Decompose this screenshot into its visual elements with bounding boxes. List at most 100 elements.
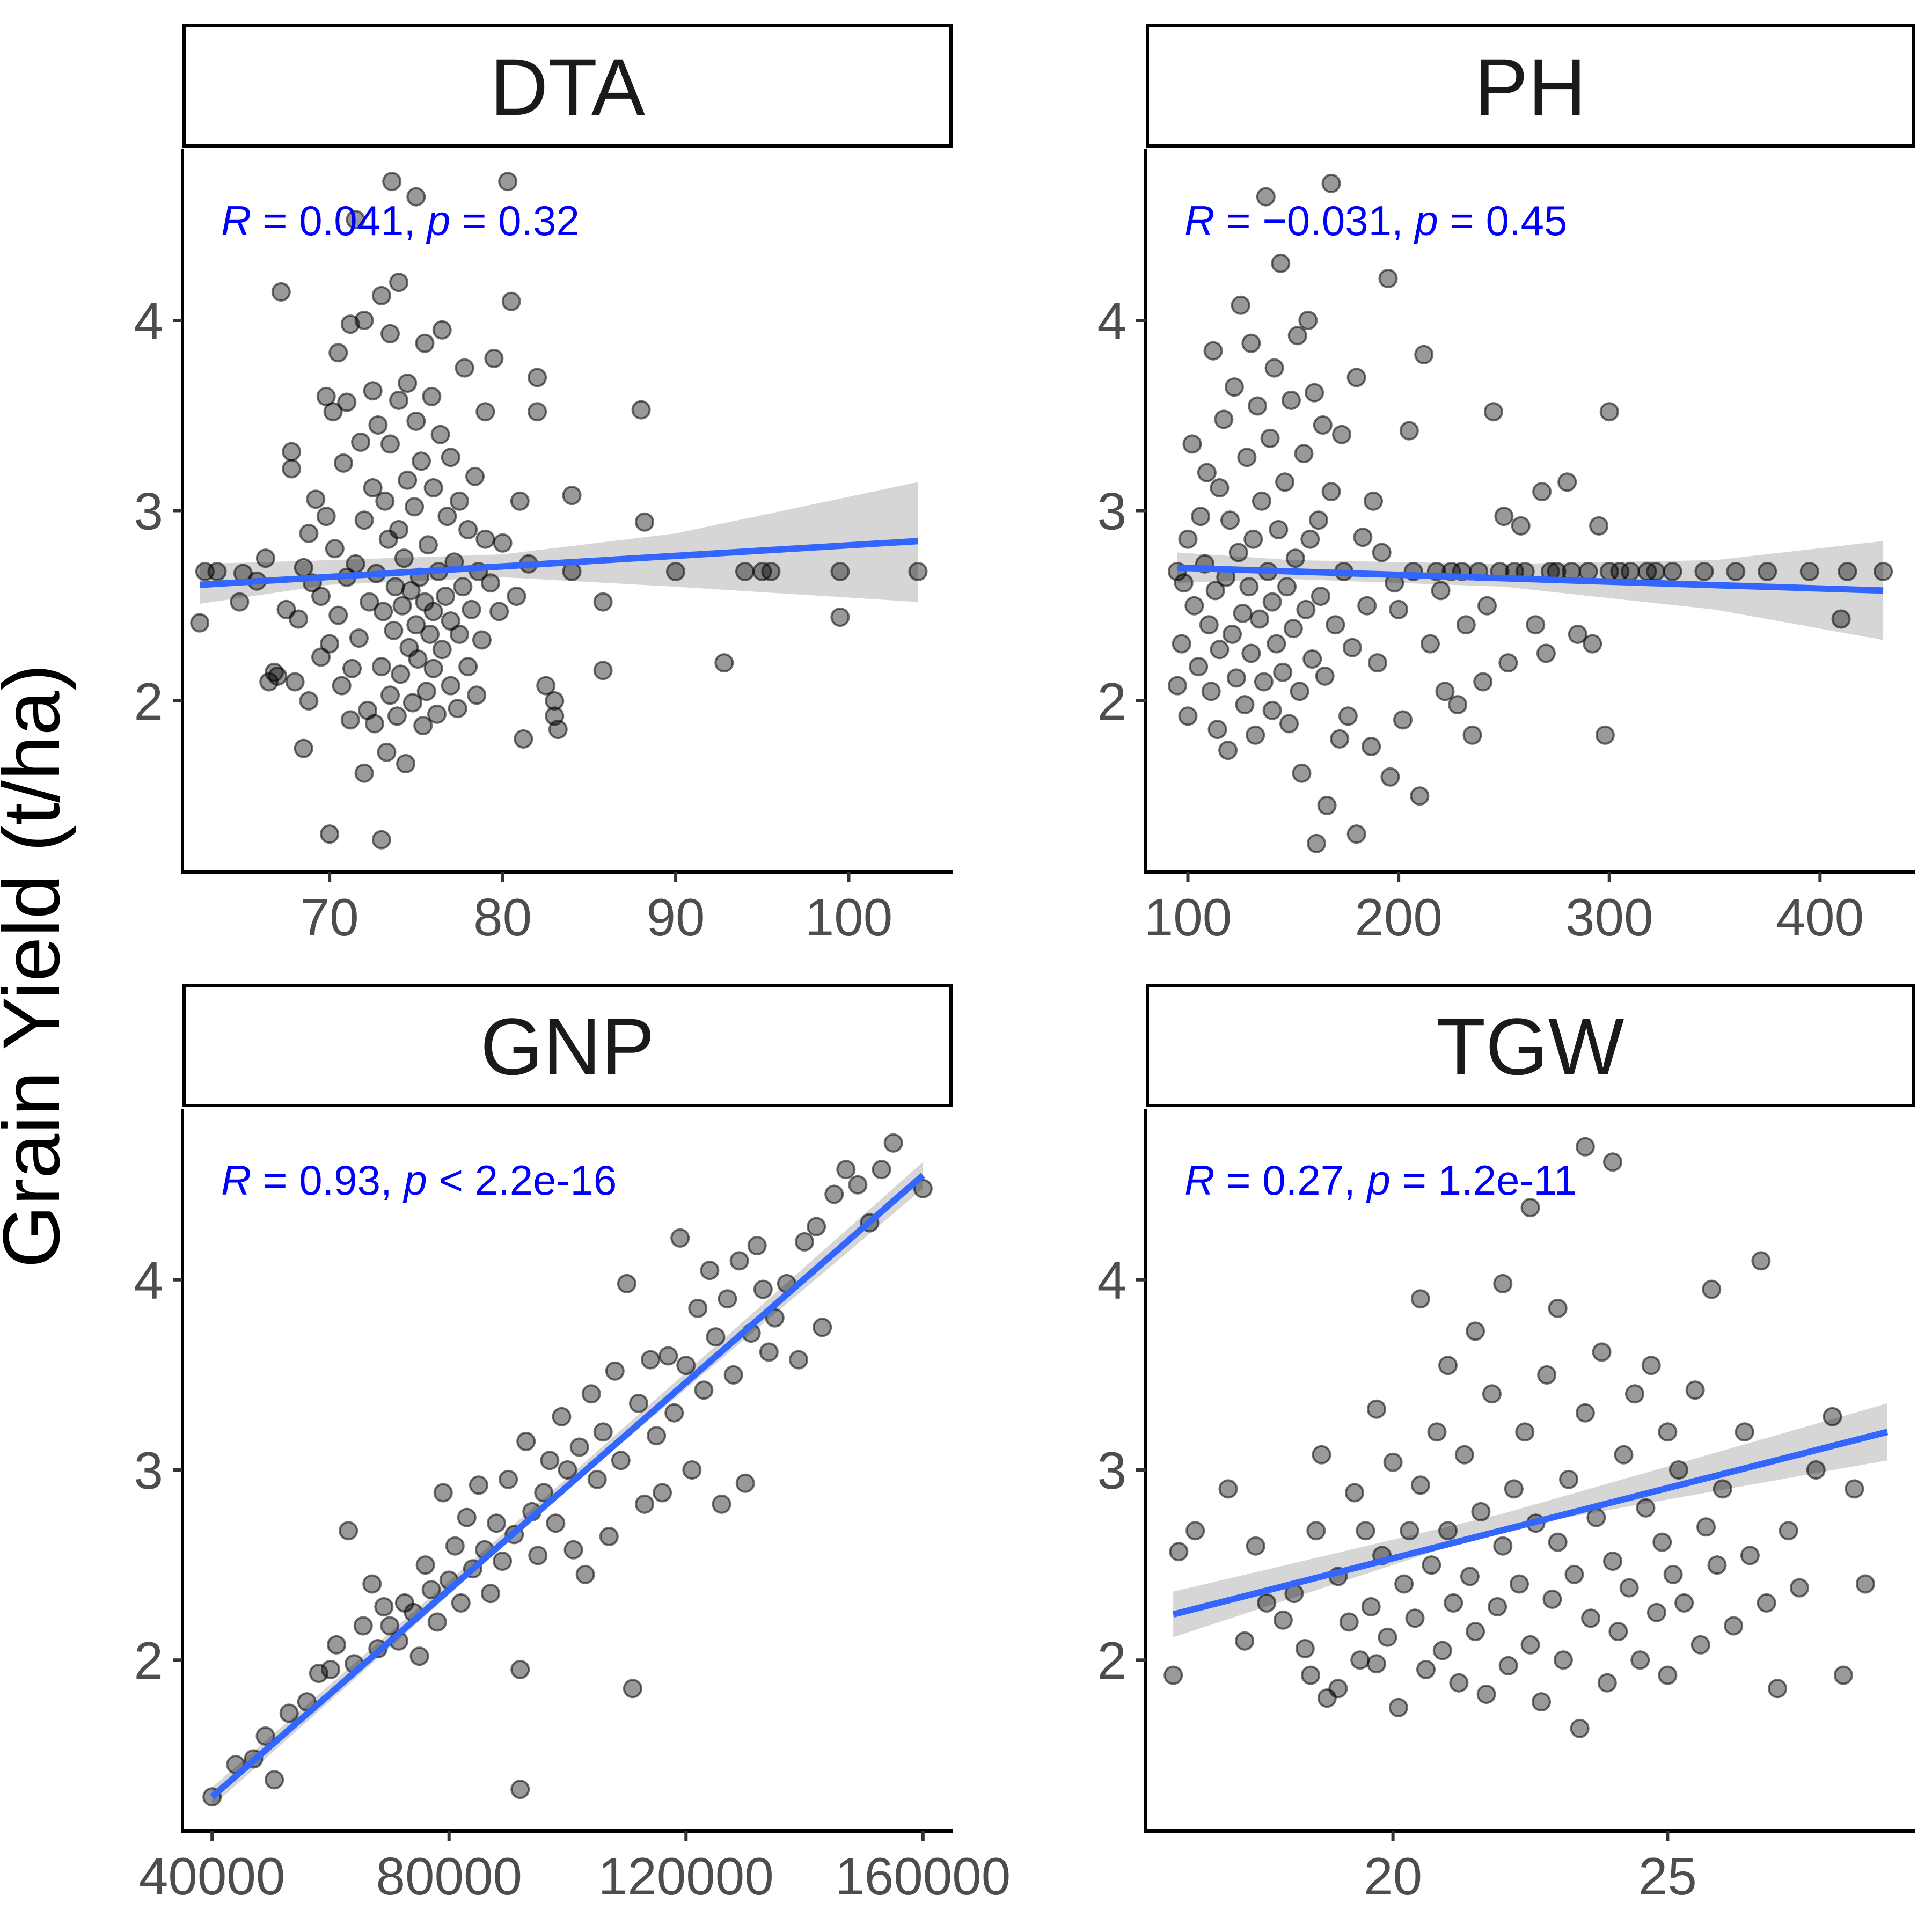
data-point — [1621, 561, 1640, 581]
data-point — [501, 291, 521, 311]
annotation-prefix: R — [221, 197, 251, 244]
data-point — [540, 1451, 560, 1470]
data-point — [1410, 1289, 1430, 1309]
data-point — [1498, 653, 1518, 673]
data-point — [1226, 668, 1246, 688]
data-point — [1526, 615, 1546, 635]
data-point — [1668, 1460, 1688, 1480]
data-point — [1220, 510, 1240, 530]
data-point — [432, 320, 452, 340]
data-point — [1332, 425, 1352, 444]
data-point — [1339, 1612, 1359, 1632]
data-point — [1262, 700, 1282, 720]
data-point — [1399, 421, 1419, 441]
data-point — [623, 1679, 642, 1699]
data-point — [451, 1593, 471, 1613]
data-point — [279, 1703, 299, 1723]
data-point — [363, 478, 383, 497]
x-tick-label: 25 — [1638, 1847, 1697, 1906]
data-point — [1553, 1650, 1573, 1670]
data-point — [824, 1184, 844, 1204]
data-point — [1321, 482, 1341, 502]
data-point — [729, 1251, 749, 1271]
x-tick-label: 20 — [1364, 1847, 1422, 1906]
data-point — [498, 172, 518, 192]
data-point — [422, 386, 442, 406]
data-point — [1471, 1502, 1491, 1521]
data-point — [546, 1513, 566, 1533]
data-point — [1630, 1650, 1650, 1670]
data-point — [1389, 599, 1409, 619]
data-point — [289, 609, 309, 629]
data-point — [1300, 529, 1320, 549]
data-point — [1205, 581, 1225, 601]
data-point — [416, 682, 436, 701]
data-point — [1483, 402, 1503, 422]
data-point — [664, 1403, 684, 1423]
correlation-annotation-ph: R = −0.031, p = 0.45 — [1184, 197, 1567, 244]
data-point — [765, 1308, 785, 1328]
data-point — [1707, 1555, 1727, 1575]
data-point — [353, 1616, 373, 1636]
fit-line-gnp — [210, 1173, 925, 1799]
data-point — [1575, 1403, 1595, 1423]
x-tick-label: 160000 — [835, 1847, 1011, 1906]
data-point — [536, 676, 556, 696]
panel-tgw: TGW R = 0.27, p = 1.2e-11 2 3 4 20 25 — [1097, 984, 1915, 1906]
data-point — [629, 1394, 648, 1413]
data-point — [1277, 577, 1297, 597]
strip-gnp — [182, 984, 953, 1107]
data-point — [320, 634, 340, 654]
annotation-p: p — [426, 197, 450, 244]
data-point — [1493, 1536, 1513, 1556]
data-point — [1167, 676, 1187, 696]
data-point — [1449, 1673, 1469, 1693]
data-point — [1592, 1342, 1612, 1362]
annotation-suffix: = 0.45 — [1438, 197, 1568, 244]
data-point — [1262, 592, 1282, 612]
data-point — [391, 664, 411, 684]
data-point — [1223, 624, 1242, 644]
data-point — [1367, 653, 1387, 673]
data-point — [311, 647, 331, 667]
data-point — [1564, 1564, 1584, 1584]
data-point — [1275, 472, 1295, 492]
data-point — [1313, 415, 1333, 435]
data-point — [396, 754, 415, 773]
data-point — [384, 620, 404, 640]
data-point — [1646, 561, 1666, 581]
data-point — [641, 1350, 660, 1370]
data-point — [1559, 1469, 1579, 1489]
data-point — [1790, 1578, 1809, 1598]
data-point — [354, 763, 374, 783]
data-point — [1532, 1692, 1551, 1712]
data-point — [1298, 311, 1318, 330]
data-point — [418, 535, 438, 555]
strip-label-tgw: TGW — [1437, 1001, 1624, 1092]
data-point — [255, 548, 275, 568]
data-point — [481, 1584, 500, 1604]
data-point — [432, 640, 452, 660]
annotation-p: p — [402, 1157, 427, 1204]
data-point — [327, 1635, 346, 1655]
annotation-p: p — [1414, 197, 1438, 244]
data-point — [415, 1555, 435, 1575]
data-point — [1432, 1641, 1452, 1660]
y-tick-label: 2 — [1097, 1631, 1126, 1690]
data-point — [332, 676, 352, 696]
data-point — [406, 615, 426, 635]
panels: DTA R = 0.041, p = 0.32 2 3 4 70 80 90 100 PH R = … — [134, 24, 1915, 1906]
data-point — [441, 676, 460, 696]
data-point — [423, 478, 443, 497]
data-point — [1603, 1552, 1622, 1571]
data-point — [1570, 1718, 1590, 1738]
data-point — [360, 592, 379, 612]
data-point — [1246, 1536, 1265, 1556]
data-point — [830, 561, 850, 581]
data-point — [351, 432, 371, 452]
data-point — [1599, 402, 1619, 422]
data-point — [1477, 596, 1497, 616]
data-point — [445, 1536, 465, 1556]
annotation-middle: = −0.031, — [1214, 197, 1415, 244]
